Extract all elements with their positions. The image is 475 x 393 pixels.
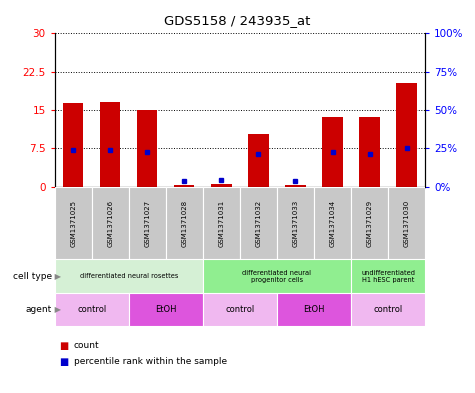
- Bar: [323, 117, 342, 187]
- Text: GSM1371025: GSM1371025: [70, 200, 76, 246]
- Text: count: count: [74, 342, 99, 350]
- Bar: [351, 293, 425, 326]
- Bar: [240, 187, 277, 259]
- Bar: [203, 259, 351, 293]
- Text: GSM1371032: GSM1371032: [256, 200, 261, 246]
- Bar: [285, 185, 305, 187]
- Text: GSM1371026: GSM1371026: [107, 200, 113, 246]
- Bar: [211, 184, 231, 187]
- Text: GSM1371031: GSM1371031: [218, 199, 224, 247]
- Bar: [55, 259, 203, 293]
- Text: ■: ■: [59, 356, 68, 367]
- Text: control: control: [373, 305, 403, 314]
- Text: control: control: [225, 305, 255, 314]
- Text: GSM1371034: GSM1371034: [330, 200, 335, 246]
- Bar: [55, 187, 92, 259]
- Bar: [92, 187, 129, 259]
- Bar: [55, 293, 129, 326]
- Bar: [100, 102, 120, 187]
- Bar: [63, 103, 83, 187]
- Bar: [360, 117, 380, 187]
- Text: ▶: ▶: [52, 272, 61, 281]
- Bar: [137, 110, 157, 187]
- Text: percentile rank within the sample: percentile rank within the sample: [74, 357, 227, 366]
- Text: ■: ■: [59, 341, 68, 351]
- Bar: [277, 293, 351, 326]
- Text: GSM1371029: GSM1371029: [367, 200, 372, 246]
- Text: differentiated neural rosettes: differentiated neural rosettes: [79, 273, 178, 279]
- Bar: [351, 187, 388, 259]
- Text: GDS5158 / 243935_at: GDS5158 / 243935_at: [164, 14, 311, 27]
- Text: EtOH: EtOH: [303, 305, 325, 314]
- Text: ▶: ▶: [52, 305, 61, 314]
- Text: agent: agent: [26, 305, 52, 314]
- Text: EtOH: EtOH: [155, 305, 177, 314]
- Bar: [314, 187, 351, 259]
- Bar: [203, 293, 277, 326]
- Text: GSM1371027: GSM1371027: [144, 200, 150, 246]
- Bar: [174, 185, 194, 187]
- Bar: [129, 293, 203, 326]
- Text: undifferentiated
H1 hESC parent: undifferentiated H1 hESC parent: [361, 270, 415, 283]
- Bar: [351, 259, 425, 293]
- Text: differentiated neural
progenitor cells: differentiated neural progenitor cells: [242, 270, 312, 283]
- Bar: [388, 187, 425, 259]
- Bar: [203, 187, 240, 259]
- Text: GSM1371028: GSM1371028: [181, 200, 187, 246]
- Bar: [397, 83, 417, 187]
- Bar: [166, 187, 203, 259]
- Text: control: control: [77, 305, 106, 314]
- Bar: [129, 187, 166, 259]
- Bar: [248, 134, 268, 187]
- Text: GSM1371030: GSM1371030: [404, 199, 409, 247]
- Text: cell type: cell type: [13, 272, 52, 281]
- Text: GSM1371033: GSM1371033: [293, 199, 298, 247]
- Bar: [277, 187, 314, 259]
